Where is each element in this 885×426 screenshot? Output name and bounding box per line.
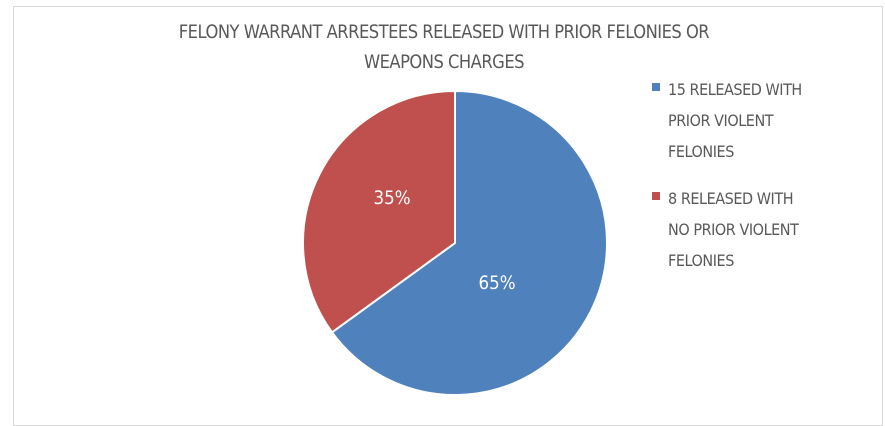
legend-item-released-no-prior-violent: 8 RELEASED WITH NO PRIOR VIOLENT FELONIE… — [652, 183, 882, 276]
pie-slice-released-no-prior-violent — [302, 89, 456, 334]
chart-title-line-2: WEAPONS CHARGES — [363, 51, 525, 73]
legend: 15 RELEASED WITH PRIOR VIOLENT FELONIES … — [652, 74, 882, 292]
data-label-35: 35% — [373, 187, 410, 209]
legend-swatch-blue — [652, 83, 660, 91]
chart-title: FELONY WARRANT ARRESTEES RELEASED WITH P… — [63, 17, 825, 77]
pie-slice-released-prior-violent — [330, 89, 608, 396]
legend-label: 8 RELEASED WITH NO PRIOR VIOLENT FELONIE… — [668, 189, 799, 270]
pie-chart: 65% 35% — [302, 89, 608, 396]
data-label-65: 65% — [478, 272, 515, 294]
legend-label: 15 RELEASED WITH PRIOR VIOLENT FELONIES — [668, 80, 802, 161]
chart-title-line-1: FELONY WARRANT ARRESTEES RELEASED WITH P… — [178, 21, 710, 43]
legend-item-released-prior-violent: 15 RELEASED WITH PRIOR VIOLENT FELONIES — [652, 74, 882, 167]
legend-swatch-red — [652, 192, 660, 200]
